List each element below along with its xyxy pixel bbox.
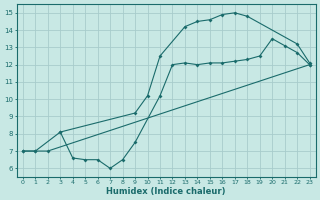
X-axis label: Humidex (Indice chaleur): Humidex (Indice chaleur) bbox=[107, 187, 226, 196]
